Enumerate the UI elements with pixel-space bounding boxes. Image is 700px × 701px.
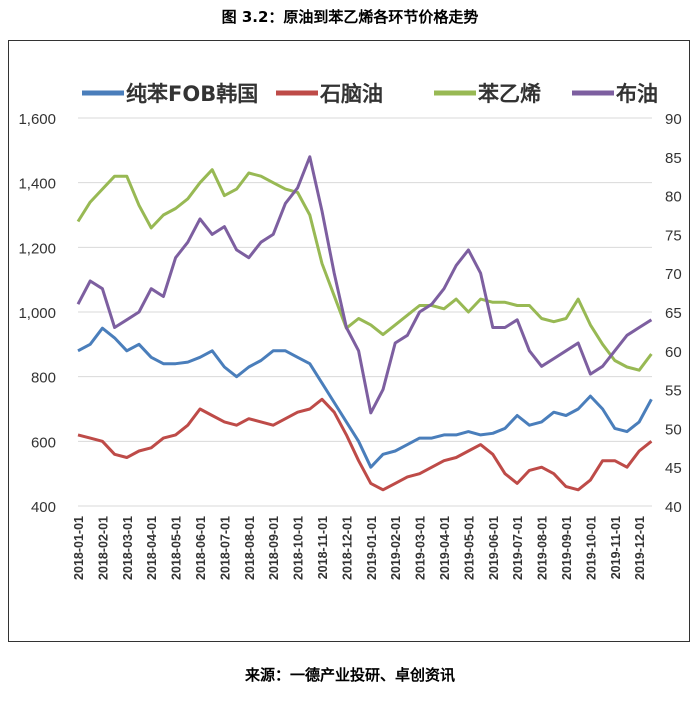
legend-label: 苯乙烯: [477, 82, 541, 106]
x-tick-label: 2019-06-01: [487, 516, 501, 580]
x-tick-label: 2019-05-01: [462, 516, 476, 580]
right-tick-label: 40: [665, 499, 682, 516]
right-tick-label: 80: [665, 189, 682, 206]
x-tick-label: 2019-01-01: [365, 516, 379, 580]
x-tick-label: 2019-03-01: [414, 516, 428, 580]
right-tick-label: 60: [665, 344, 682, 361]
source-note: 来源：一德产业投研、卓创资讯: [244, 666, 455, 684]
x-tick-label: 2019-07-01: [511, 516, 525, 580]
x-tick-label: 2018-10-01: [292, 516, 306, 580]
series-line-1: [77, 397, 653, 492]
x-tick-label: 2018-04-01: [145, 516, 159, 580]
x-tick-label: 2018-05-01: [170, 516, 184, 580]
x-tick-label: 2018-02-01: [96, 516, 110, 580]
right-tick-label: 85: [665, 150, 682, 167]
x-tick-label: 2018-12-01: [340, 516, 354, 580]
left-tick-label: 600: [31, 434, 56, 451]
x-tick-label: 2018-07-01: [218, 516, 232, 580]
x-tick-label: 2019-11-01: [609, 516, 623, 579]
x-tick-label: 2018-01-01: [72, 516, 86, 580]
x-tick-label: 2018-11-01: [316, 516, 330, 579]
left-tick-label: 800: [31, 370, 56, 387]
series-line-3: [76, 155, 653, 415]
left-tick-label: 1,200: [18, 240, 56, 257]
right-tick-label: 75: [665, 227, 682, 244]
right-tick-label: 50: [665, 421, 682, 438]
left-tick-label: 400: [31, 499, 56, 516]
series-line-2: [76, 168, 653, 372]
right-tick-label: 45: [665, 460, 682, 477]
figure-title: 图 3.2：原油到苯乙烯各环节价格走势: [221, 8, 479, 26]
chart-frame: [8, 40, 690, 642]
right-tick-label: 70: [665, 266, 682, 283]
right-tick-label: 65: [665, 305, 682, 322]
x-tick-label: 2019-12-01: [633, 516, 647, 580]
x-tick-label: 2018-09-01: [267, 516, 281, 580]
x-tick-label: 2018-03-01: [121, 516, 135, 580]
x-tick-label: 2019-09-01: [560, 516, 574, 580]
legend-label: 纯苯FOB韩国: [126, 82, 258, 106]
left-tick-label: 1,600: [18, 111, 56, 128]
legend-label: 石脑油: [319, 82, 383, 106]
right-tick-label: 90: [665, 111, 682, 128]
x-tick-label: 2018-08-01: [243, 516, 257, 580]
x-tick-label: 2019-02-01: [389, 516, 403, 580]
series-line-0: [77, 326, 653, 469]
legend-label: 布油: [616, 82, 658, 106]
x-tick-label: 2018-06-01: [194, 516, 208, 580]
x-tick-label: 2019-08-01: [536, 516, 550, 580]
left-tick-label: 1,000: [18, 305, 56, 322]
x-tick-label: 2019-04-01: [438, 516, 452, 580]
x-tick-label: 2019-10-01: [584, 516, 598, 580]
right-tick-label: 55: [665, 383, 682, 400]
left-tick-label: 1,400: [18, 176, 56, 193]
